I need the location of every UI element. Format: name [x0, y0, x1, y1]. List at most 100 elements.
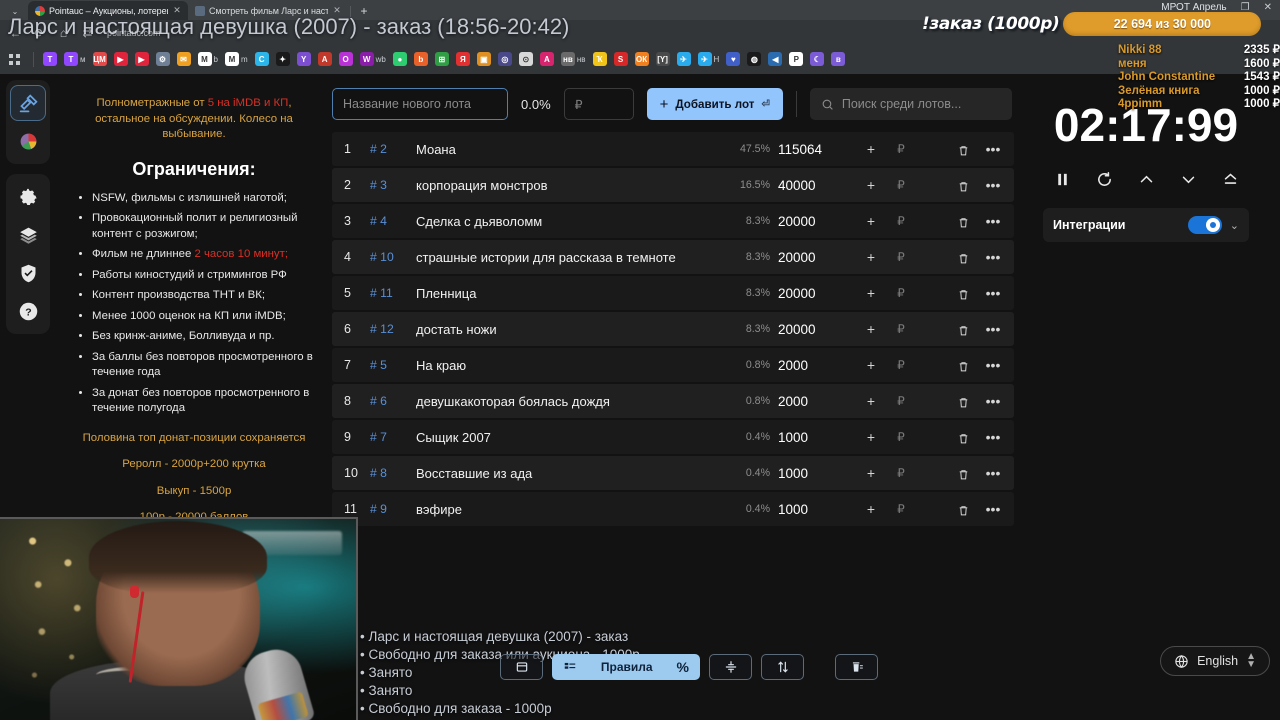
- lot-tag[interactable]: # 8: [370, 466, 387, 480]
- split-button[interactable]: [709, 654, 752, 680]
- lot-add-button[interactable]: +: [866, 249, 876, 265]
- lot-row[interactable]: 1 # 2 Моана 47.5% 115064 + ₽ •••: [332, 132, 1014, 166]
- language-selector[interactable]: English ▲ ▼: [1160, 646, 1270, 676]
- lot-more-button[interactable]: •••: [985, 321, 1001, 337]
- sidebar-item-help[interactable]: ?: [10, 293, 46, 329]
- lot-title[interactable]: Сделка с дьяволомм: [416, 213, 543, 229]
- bookmark-item[interactable]: ✈ H: [695, 49, 723, 69]
- sidebar-item-auction[interactable]: [10, 85, 46, 121]
- sidebar-item-wheel[interactable]: [10, 123, 46, 159]
- sidebar-item-layers[interactable]: [10, 217, 46, 253]
- bookmark-item[interactable]: A: [315, 49, 335, 69]
- lot-row[interactable]: 4 # 10 страшные истории для рассказа в тем…: [332, 240, 1014, 274]
- restore-icon[interactable]: ❐: [1240, 2, 1250, 13]
- bookmark-item[interactable]: в: [828, 49, 848, 69]
- lot-ruble-button[interactable]: ₽: [897, 358, 905, 372]
- lot-more-button[interactable]: •••: [985, 285, 1001, 301]
- lot-tag[interactable]: # 9: [370, 502, 387, 516]
- lot-ruble-button[interactable]: ₽: [897, 286, 905, 300]
- lot-delete-button[interactable]: [948, 213, 978, 229]
- split-view-icon[interactable]: ⇄: [82, 26, 93, 40]
- lot-more-button[interactable]: •••: [985, 141, 1001, 157]
- sort-button[interactable]: [761, 654, 804, 680]
- apps-grid-icon[interactable]: [6, 51, 22, 67]
- lot-delete-button[interactable]: [948, 177, 978, 193]
- chevron-updown-icon[interactable]: ▲ ▼: [1246, 651, 1256, 670]
- clear-all-button[interactable]: [835, 654, 878, 680]
- address-bar[interactable]: pointauc.com: [107, 28, 161, 38]
- bookmark-item[interactable]: ✦: [273, 49, 293, 69]
- lot-tag[interactable]: # 6: [370, 394, 387, 408]
- bookmark-item[interactable]: O: [336, 49, 356, 69]
- lot-ruble-button[interactable]: ₽: [897, 394, 905, 408]
- reload-icon[interactable]: ⟳: [34, 26, 45, 40]
- lot-add-button[interactable]: +: [866, 465, 876, 481]
- lot-more-button[interactable]: •••: [985, 429, 1001, 445]
- bookmark-item[interactable]: ⊙: [516, 49, 536, 69]
- lot-delete-button[interactable]: [948, 249, 978, 265]
- lot-add-button[interactable]: +: [866, 429, 876, 445]
- lot-ruble-button[interactable]: ₽: [897, 502, 905, 516]
- lot-delete-button[interactable]: [948, 501, 978, 517]
- percent-toggle[interactable]: %: [676, 659, 689, 675]
- tab-search-button[interactable]: ⌄: [11, 6, 19, 16]
- lot-ruble-button[interactable]: ₽: [897, 214, 905, 228]
- bookmark-item[interactable]: ♥: [723, 49, 743, 69]
- compact-view-button[interactable]: [500, 654, 543, 680]
- lot-add-button[interactable]: +: [866, 321, 876, 337]
- bookmark-item[interactable]: ✈: [674, 49, 694, 69]
- bookmark-item[interactable]: A: [537, 49, 557, 69]
- lot-ruble-button[interactable]: ₽: [897, 250, 905, 264]
- lot-add-button[interactable]: +: [866, 141, 876, 157]
- lot-title[interactable]: вэфире: [416, 501, 462, 517]
- lot-row[interactable]: 10 # 8 Восставшие из ада 0.4% 1000 + ₽ •••: [332, 456, 1014, 490]
- lot-tag[interactable]: # 12: [370, 322, 394, 336]
- lot-ruble-button[interactable]: ₽: [897, 142, 905, 156]
- bookmark-item[interactable]: Ҡ: [590, 49, 610, 69]
- lot-delete-button[interactable]: [948, 465, 978, 481]
- lot-more-button[interactable]: •••: [985, 177, 1001, 193]
- lot-delete-button[interactable]: [948, 285, 978, 301]
- lot-title[interactable]: страшные истории для рассказа в темноте: [416, 249, 676, 265]
- lot-ruble-button[interactable]: ₽: [897, 430, 905, 444]
- bookmark-item[interactable]: T: [40, 49, 60, 69]
- new-lot-name-input[interactable]: Название нового лота: [332, 88, 508, 120]
- new-tab-button[interactable]: +: [360, 3, 368, 18]
- bookmark-item[interactable]: [Y]: [653, 49, 673, 69]
- close-icon[interactable]: ✕: [333, 5, 341, 15]
- bookmark-item[interactable]: ◎: [495, 49, 515, 69]
- add-lot-button[interactable]: + Добавить лот ⏎: [646, 88, 783, 120]
- integrations-toggle[interactable]: [1187, 216, 1222, 234]
- lot-title[interactable]: На краю: [416, 357, 467, 373]
- bookmark-item[interactable]: S: [611, 49, 631, 69]
- lot-row[interactable]: 5 # 11 Пленница 8.3% 20000 + ₽ •••: [332, 276, 1014, 310]
- back-icon[interactable]: ←: [9, 26, 22, 40]
- home-icon[interactable]: ⌂: [59, 26, 68, 40]
- lot-title[interactable]: достать ножи: [416, 321, 497, 337]
- lot-delete-button[interactable]: [948, 141, 978, 157]
- bookmark-item[interactable]: ЦМ: [90, 49, 110, 69]
- timer-pause-button[interactable]: [1045, 164, 1079, 194]
- bookmark-item[interactable]: ОК: [632, 49, 652, 69]
- rules-button[interactable]: Правила %: [552, 654, 700, 680]
- lot-title[interactable]: корпорация монстров: [416, 177, 548, 193]
- lot-ruble-button[interactable]: ₽: [897, 178, 905, 192]
- lot-title[interactable]: Моана: [416, 141, 456, 157]
- lot-ruble-button[interactable]: ₽: [897, 466, 905, 480]
- lot-tag[interactable]: # 5: [370, 358, 387, 372]
- lot-tag[interactable]: # 11: [370, 286, 393, 300]
- lot-row[interactable]: 9 # 7 Сыщик 2007 0.4% 1000 + ₽ •••: [332, 420, 1014, 454]
- lot-title[interactable]: девушкакоторая боялась дождя: [416, 393, 610, 409]
- lot-add-button[interactable]: +: [866, 285, 876, 301]
- lot-title[interactable]: Пленница: [416, 285, 477, 301]
- bookmark-item[interactable]: b: [411, 49, 431, 69]
- bookmark-item[interactable]: ◍: [744, 49, 764, 69]
- bookmark-item[interactable]: P: [786, 49, 806, 69]
- bookmark-item[interactable]: нв нв: [558, 49, 589, 69]
- sidebar-item-security[interactable]: [10, 255, 46, 291]
- timer-reset-button[interactable]: [1087, 164, 1121, 194]
- lot-more-button[interactable]: •••: [985, 465, 1001, 481]
